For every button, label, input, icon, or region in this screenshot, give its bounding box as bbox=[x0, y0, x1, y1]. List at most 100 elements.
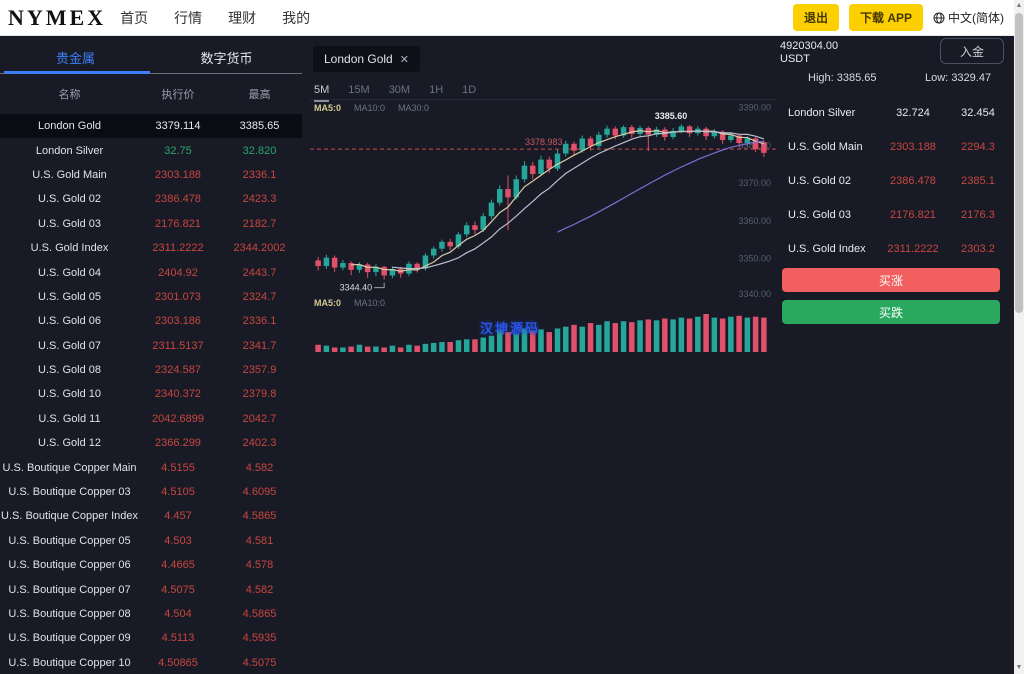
nav-item-2[interactable]: 理财 bbox=[228, 9, 257, 26]
logout-button[interactable]: 退出 bbox=[792, 4, 839, 31]
quote-value-1: 2303.188 bbox=[890, 141, 936, 153]
ma-label: MA10:0 bbox=[354, 298, 386, 308]
close-icon[interactable]: ✕ bbox=[399, 53, 409, 66]
high-price: 4.6095 bbox=[242, 486, 277, 499]
svg-text:3350.00: 3350.00 bbox=[738, 253, 771, 263]
candlestick-chart[interactable]: 3390.003380.003370.003360.003350.003340.… bbox=[310, 100, 776, 300]
download-app-button[interactable]: 下载 APP bbox=[848, 4, 923, 31]
instrument-name: U.S. Boutique Copper 06 bbox=[8, 559, 131, 572]
table-row[interactable]: U.S. Gold 02 2386.478 2423.3 bbox=[0, 187, 302, 211]
nav-item-0[interactable]: 首页 bbox=[120, 9, 149, 26]
buy-down-button[interactable]: 买跌 bbox=[782, 300, 1000, 324]
scrollbar[interactable]: ▲ ▼ bbox=[1014, 0, 1024, 674]
brand-logo: NYMEX bbox=[8, 4, 107, 30]
interval-5m[interactable]: 5M bbox=[314, 84, 330, 102]
symbol-tab[interactable]: London Gold ✕ bbox=[313, 46, 420, 72]
instrument-name: U.S. Gold 08 bbox=[38, 364, 101, 377]
instrument-name: U.S. Gold 07 bbox=[38, 339, 101, 352]
table-row[interactable]: U.S. Boutique Copper Index 4.457 4.5865 bbox=[0, 504, 302, 528]
scroll-thumb[interactable] bbox=[1015, 13, 1023, 313]
table-row[interactable]: U.S. Gold 03 2176.821 2182.7 bbox=[0, 212, 302, 236]
table-row[interactable]: London Gold 3379.114 3385.65 bbox=[0, 114, 302, 139]
table-row[interactable]: U.S. Boutique Copper 03 4.5105 4.6095 bbox=[0, 480, 302, 504]
quote-value-2: 2176.3 bbox=[961, 209, 995, 221]
quote-row[interactable]: U.S. Gold 03 2176.821 2176.3 bbox=[780, 198, 1010, 232]
exec-price: 2340.372 bbox=[155, 388, 201, 401]
high-price: 4.5865 bbox=[242, 510, 277, 523]
quote-row[interactable]: London Silver 32.724 32.454 bbox=[780, 96, 1010, 130]
nav-item-3[interactable]: 我的 bbox=[282, 9, 311, 26]
buy-up-button[interactable]: 买涨 bbox=[782, 268, 1000, 292]
quote-value-1: 2176.821 bbox=[890, 209, 936, 221]
deposit-button[interactable]: 入金 bbox=[940, 38, 1004, 64]
exec-price: 2303.186 bbox=[155, 315, 201, 328]
svg-text:3340.00: 3340.00 bbox=[738, 289, 771, 299]
globe-icon bbox=[933, 12, 945, 23]
table-row[interactable]: U.S. Boutique Copper 10 4.50865 4.5075 bbox=[0, 651, 302, 674]
instrument-name: U.S. Boutique Copper 09 bbox=[8, 632, 131, 645]
scroll-down-arrow[interactable]: ▼ bbox=[1015, 664, 1023, 671]
quote-row[interactable]: U.S. Gold Main 2303.188 2294.3 bbox=[780, 130, 1010, 164]
interval-15m[interactable]: 15M bbox=[348, 84, 370, 96]
ma-label: MA10:0 bbox=[354, 103, 386, 113]
exec-price: 2311.2222 bbox=[152, 242, 204, 255]
chart-section: London Gold ✕ 5M 15M 30M 1H 1D MA5:0 MA10:0 MA… bbox=[310, 36, 776, 366]
svg-text:3370.00: 3370.00 bbox=[738, 178, 771, 188]
table-row[interactable]: U.S. Gold 06 2303.186 2336.1 bbox=[0, 309, 302, 333]
scroll-up-arrow[interactable]: ▲ bbox=[1015, 2, 1023, 9]
table-row[interactable]: U.S. Gold Main 2303.188 2336.1 bbox=[0, 163, 302, 187]
quote-value-1: 2311.2222 bbox=[887, 243, 939, 255]
quote-value-2: 32.454 bbox=[961, 107, 995, 119]
exec-price: 4.504 bbox=[164, 608, 192, 620]
quote-name: U.S. Gold Main bbox=[788, 141, 863, 153]
table-row[interactable]: U.S. Gold Index 2311.2222 2344.2002 bbox=[0, 236, 302, 260]
exec-price: 4.50865 bbox=[158, 656, 198, 669]
table-row[interactable]: U.S. Gold 04 2404.92 2443.7 bbox=[0, 260, 302, 284]
quote-name: U.S. Gold 03 bbox=[788, 209, 851, 221]
table-row[interactable]: U.S. Gold 05 2301.073 2324.7 bbox=[0, 285, 302, 309]
column-high: 最高 bbox=[248, 89, 271, 101]
instrument-name: U.S. Gold 12 bbox=[38, 437, 101, 450]
quote-row[interactable]: U.S. Gold Index 2311.2222 2303.2 bbox=[780, 232, 1010, 266]
exec-price: 2386.478 bbox=[155, 193, 201, 206]
instrument-name: U.S. Gold 02 bbox=[38, 193, 101, 206]
high-price: 32.820 bbox=[242, 144, 277, 157]
table-row[interactable]: U.S. Boutique Copper 05 4.503 4.581 bbox=[0, 529, 302, 553]
table-row[interactable]: U.S. Boutique Copper 06 4.4665 4.578 bbox=[0, 553, 302, 577]
table-row[interactable]: U.S. Boutique Copper Main 4.5155 4.582 bbox=[0, 455, 302, 479]
high-price: 2357.9 bbox=[242, 364, 277, 377]
interval-1d[interactable]: 1D bbox=[462, 84, 477, 96]
account-balance: 4920304.00 USDT bbox=[780, 40, 838, 66]
exec-price: 2404.92 bbox=[158, 266, 198, 279]
tab-1[interactable]: 数字货币 bbox=[200, 51, 253, 66]
instrument-name: U.S. Gold 03 bbox=[38, 217, 101, 230]
instrument-sidebar: 贵金属 数字货币 名称 执行价 最高 London Gold 3379.114 338… bbox=[0, 36, 302, 674]
table-row[interactable]: U.S. Gold 10 2340.372 2379.8 bbox=[0, 382, 302, 406]
table-row[interactable]: U.S. Gold 07 2311.5137 2341.7 bbox=[0, 334, 302, 358]
volume-chart[interactable] bbox=[310, 310, 776, 352]
language-selector[interactable]: 中文(简体) bbox=[933, 9, 1004, 26]
table-row[interactable]: London Silver 32.75 32.820 bbox=[0, 138, 302, 162]
high-price: 2423.3 bbox=[242, 193, 277, 206]
table-row[interactable]: U.S. Boutique Copper 09 4.5113 4.5935 bbox=[0, 626, 302, 650]
table-row[interactable]: U.S. Boutique Copper 08 4.504 4.5865 bbox=[0, 602, 302, 626]
table-row[interactable]: U.S. Gold 08 2324.587 2357.9 bbox=[0, 358, 302, 382]
instrument-name: U.S. Gold 05 bbox=[38, 290, 101, 303]
balance-currency: USDT bbox=[780, 53, 810, 65]
ma-label: MA5:0 bbox=[314, 298, 342, 308]
interval-1h[interactable]: 1H bbox=[429, 84, 444, 96]
ma-legend-volume: MA5:0 MA10:0 bbox=[314, 298, 385, 308]
exec-price: 2311.5137 bbox=[152, 339, 204, 352]
exec-price: 2176.821 bbox=[155, 217, 201, 230]
main-nav: 首页 行情 理财 我的 bbox=[120, 8, 310, 28]
instrument-name: U.S. Boutique Copper 08 bbox=[8, 608, 131, 620]
exec-price: 3379.114 bbox=[155, 120, 201, 133]
interval-30m[interactable]: 30M bbox=[388, 84, 411, 96]
tab-0[interactable]: 贵金属 bbox=[55, 51, 95, 66]
table-row[interactable]: U.S. Gold 12 2366.299 2402.3 bbox=[0, 431, 302, 455]
table-row[interactable]: U.S. Boutique Copper 07 4.5075 4.582 bbox=[0, 577, 302, 601]
table-row[interactable]: U.S. Gold 11 2042.6899 2042.7 bbox=[0, 407, 302, 431]
quote-row[interactable]: U.S. Gold 02 2386.478 2385.1 bbox=[780, 164, 1010, 198]
nav-item-1[interactable]: 行情 bbox=[174, 9, 203, 26]
